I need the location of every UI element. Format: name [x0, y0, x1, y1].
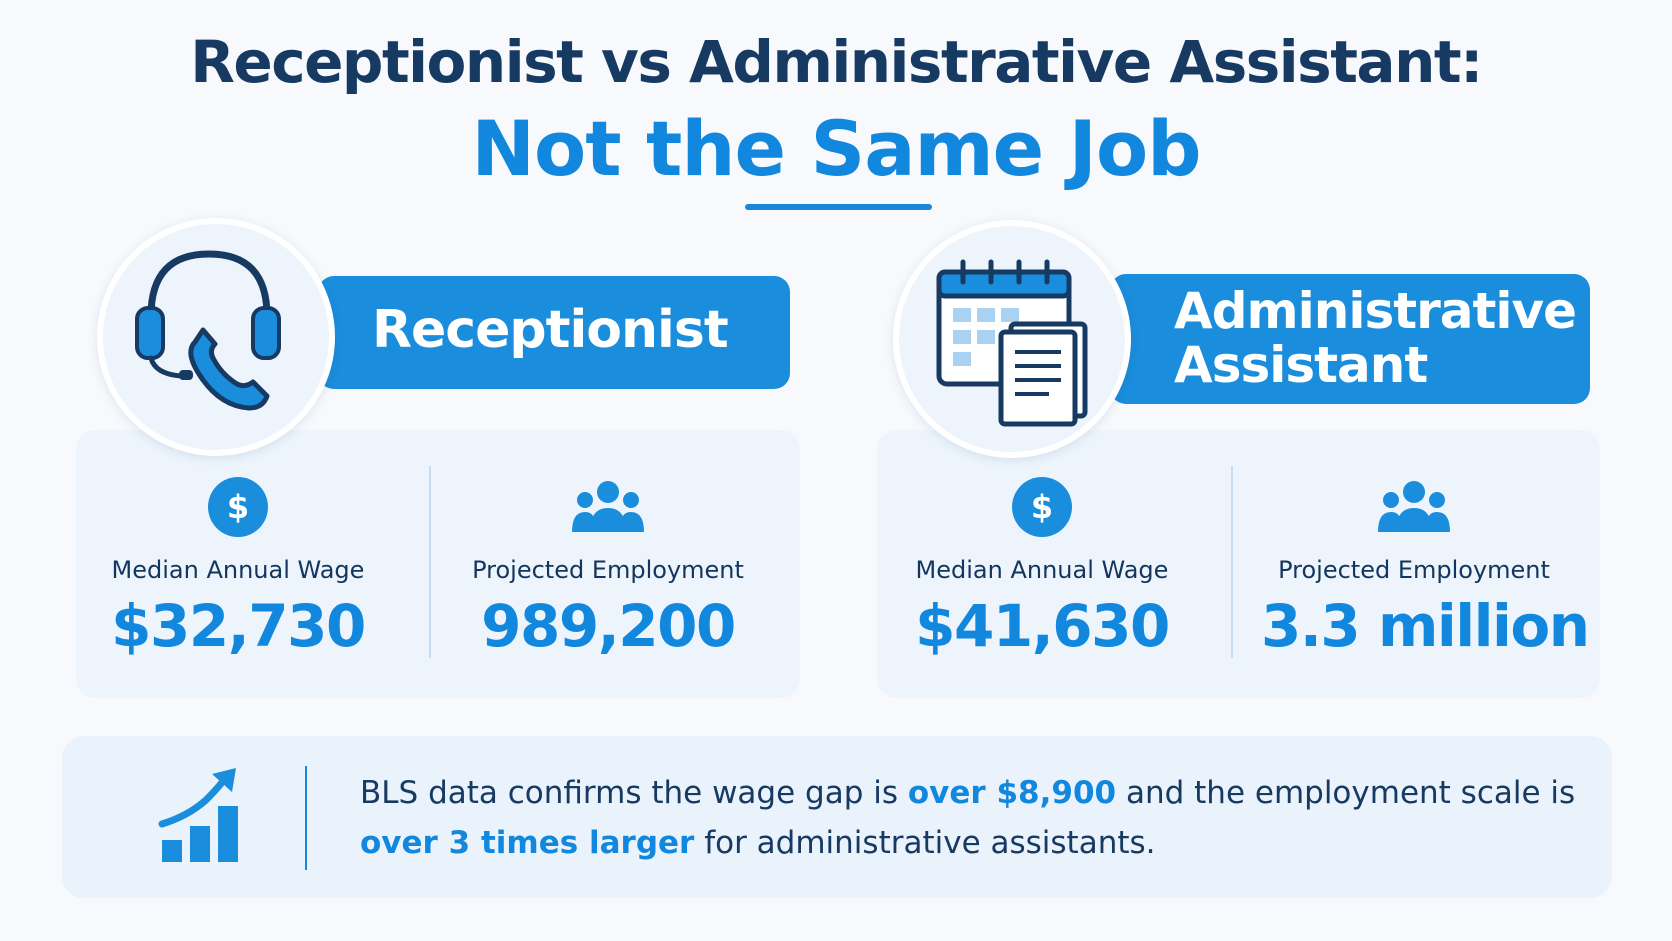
svg-text:$: $	[227, 488, 249, 526]
wage-gap-highlight: over $8,900	[907, 775, 1117, 811]
wage-label: Median Annual Wage	[915, 556, 1169, 584]
admin-employment-stat: Projected Employment 3.3 million	[1261, 476, 1590, 660]
admin-title-line1: Administrative	[1174, 282, 1577, 340]
title-underline	[745, 204, 932, 210]
people-icon	[572, 481, 644, 532]
admin-assistant-banner: Administrative Assistant	[1110, 274, 1590, 404]
dollar-icon: $	[1012, 477, 1072, 537]
people-icon	[1378, 481, 1450, 532]
admin-assistant-stats-card: $ Median Annual Wage $41,630 Projected E…	[877, 430, 1600, 698]
employment-label: Projected Employment	[472, 556, 744, 584]
summary-note: BLS data confirms the wage gap is over $…	[62, 736, 1612, 898]
receptionist-banner: Receptionist	[318, 276, 790, 389]
summary-text: BLS data confirms the wage gap is over $…	[360, 775, 1576, 861]
receptionist-employment-stat: Projected Employment 989,200	[458, 476, 758, 660]
admin-assistant-icon-badge	[893, 220, 1131, 458]
scale-highlight: over 3 times larger	[360, 825, 695, 861]
wage-value: $41,630	[915, 592, 1170, 660]
svg-text:$: $	[1031, 488, 1053, 526]
receptionist-icon-badge	[97, 218, 335, 456]
wage-label: Median Annual Wage	[111, 556, 365, 584]
admin-title-line2: Assistant	[1174, 336, 1428, 394]
headset-phone-icon	[135, 250, 281, 411]
page-subtitle: Not the Same Job	[471, 104, 1201, 193]
employment-value: 989,200	[481, 592, 736, 660]
wage-value: $32,730	[111, 592, 366, 660]
page-title: Receptionist vs Administrative Assistant…	[190, 28, 1483, 96]
card-divider	[429, 466, 431, 658]
card-divider	[1231, 466, 1233, 658]
receptionist-title: Receptionist	[372, 300, 729, 360]
receptionist-stats-card: $ Median Annual Wage $32,730 Projected E…	[76, 430, 800, 698]
admin-wage-stat: $ Median Annual Wage $41,630	[905, 476, 1179, 660]
calendar-document-icon	[936, 259, 1088, 427]
dollar-icon: $	[208, 477, 268, 537]
employment-value: 3.3 million	[1261, 592, 1590, 660]
note-divider	[305, 766, 307, 870]
employment-label: Projected Employment	[1278, 556, 1550, 584]
growth-chart-icon	[158, 768, 238, 862]
receptionist-wage-stat: $ Median Annual Wage $32,730	[106, 476, 370, 660]
